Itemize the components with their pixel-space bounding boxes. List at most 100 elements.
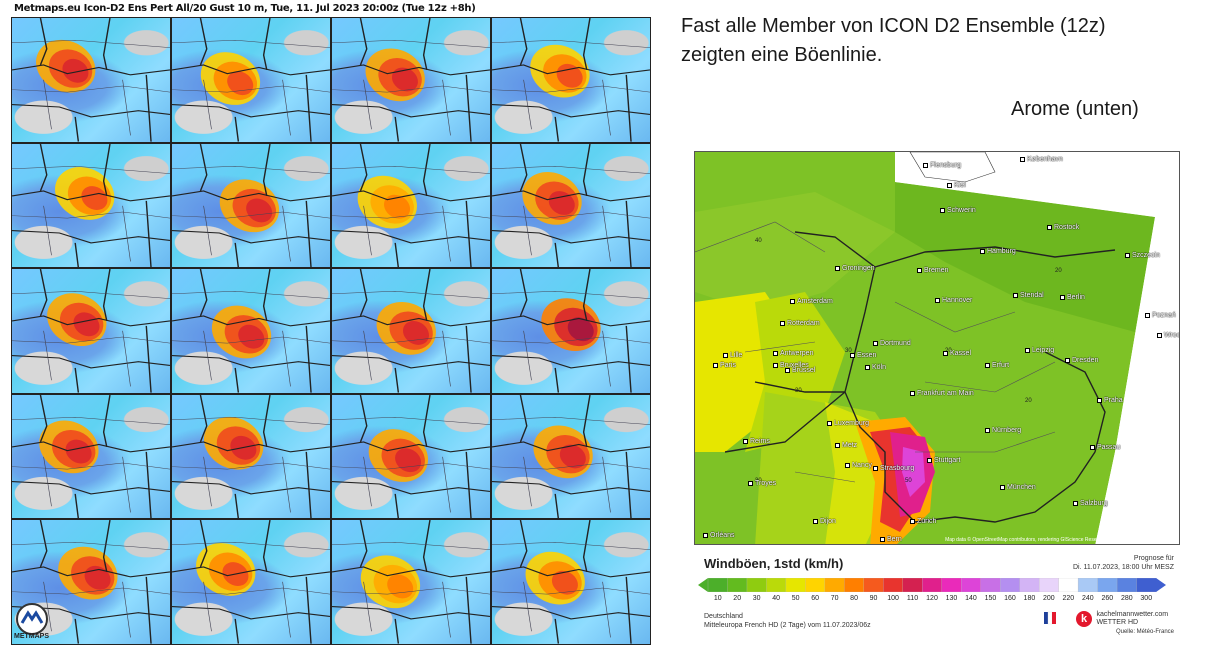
ensemble-member-map bbox=[492, 143, 650, 268]
city-label: Nürnberg bbox=[985, 427, 1021, 434]
color-scale-tick: 40 bbox=[772, 595, 781, 602]
region-name: Deutschland bbox=[704, 613, 743, 620]
contour-label: 20 bbox=[1025, 398, 1032, 404]
ensemble-member-map bbox=[12, 269, 170, 393]
city-label: Orléans bbox=[703, 532, 735, 539]
city-label: Bruxelles bbox=[773, 362, 809, 369]
city-label: Dresden bbox=[1065, 357, 1098, 364]
color-scale-tick: 240 bbox=[1081, 595, 1094, 602]
ensemble-member-map bbox=[12, 394, 170, 519]
city-label: Dijon bbox=[813, 518, 836, 525]
data-source: Quelle: Météo-France bbox=[1115, 629, 1174, 635]
ensemble-member-map bbox=[332, 143, 490, 268]
color-scale-ticks: 10 20 30 40 50 60 70 80 90 100 110 120 130 140 150 160 1… bbox=[694, 595, 1180, 605]
contour-label: 30 bbox=[845, 348, 852, 354]
brand-sub: WETTER HD bbox=[1096, 618, 1139, 626]
ensemble-member-map bbox=[492, 269, 650, 393]
color-scale-tick: 70 bbox=[830, 595, 839, 602]
contour-label: 30 bbox=[795, 388, 802, 394]
color-scale-swatch bbox=[824, 578, 845, 592]
city-label: Hannover bbox=[935, 297, 972, 304]
city-label: Hamburg bbox=[980, 248, 1016, 255]
contour-label: 40 bbox=[755, 238, 762, 244]
color-scale-tick: 280 bbox=[1120, 595, 1133, 602]
color-scale-swatch bbox=[1077, 578, 1099, 592]
legend-region: Deutschland Mitteleuropa French HD (2 Ta… bbox=[704, 612, 871, 630]
legend: Windböen, 1std (km/h) Prognose für Di. 1… bbox=[694, 551, 1180, 651]
color-scale-tick: 80 bbox=[850, 595, 858, 602]
ensemble-title: Metmaps.eu Icon-D2 Ens Pert All/20 Gust … bbox=[14, 3, 476, 14]
color-scale-tick: 260 bbox=[1101, 595, 1114, 602]
color-scale-swatch bbox=[1097, 578, 1118, 592]
metmaps-logo: METMAPS bbox=[14, 603, 52, 643]
city-label: Leipzig bbox=[1025, 347, 1054, 354]
color-scale-swatch bbox=[844, 578, 865, 592]
city-label: Erfurt bbox=[985, 362, 1009, 369]
color-scale-tick: 130 bbox=[945, 595, 958, 602]
ensemble-member-map bbox=[172, 18, 330, 142]
ensemble-grid bbox=[11, 17, 651, 645]
color-scale-swatch bbox=[727, 578, 748, 592]
color-scale-swatch bbox=[746, 578, 767, 592]
kachelmann-name: kachelmannwetter.com WETTER HD bbox=[1096, 611, 1168, 627]
color-scale-swatch bbox=[883, 578, 904, 592]
color-scale-tick: 100 bbox=[887, 595, 899, 602]
city-label: Troyes bbox=[748, 480, 776, 487]
legend-title: Windböen, 1std (km/h) bbox=[704, 556, 844, 571]
city-label: Bern bbox=[880, 536, 902, 543]
color-scale-swatch bbox=[863, 578, 884, 592]
prognose-date: Di. 11.07.2023, 18:00 Uhr MESZ bbox=[1072, 564, 1174, 571]
city-label: Berlin bbox=[1060, 294, 1085, 301]
city-label: Paris bbox=[713, 362, 736, 369]
color-scale-tick: 300 bbox=[1140, 595, 1153, 602]
city-label: Nancy bbox=[845, 462, 872, 469]
ensemble-member-map bbox=[492, 520, 650, 644]
city-label: Lille bbox=[723, 352, 742, 359]
model-run: Mitteleuropa French HD (2 Tage) vom 11.0… bbox=[704, 622, 871, 629]
contour-label: 20 bbox=[1055, 268, 1062, 274]
city-label: Zürich bbox=[910, 518, 936, 525]
color-scale-tick: 180 bbox=[1023, 595, 1036, 602]
city-label: Dortmund bbox=[873, 340, 911, 347]
ensemble-member-map bbox=[492, 394, 650, 519]
ensemble-member-map bbox=[172, 520, 330, 644]
kachelmann-logo: k kachelmannwetter.com WETTER HD bbox=[1076, 610, 1168, 628]
color-scale-swatch bbox=[902, 578, 923, 592]
color-scale-swatch bbox=[980, 578, 1001, 592]
color-scale-tick: 60 bbox=[811, 595, 820, 602]
city-label: Rostock bbox=[1047, 224, 1079, 231]
scale-arrow-left bbox=[698, 578, 708, 592]
ensemble-member-map bbox=[332, 394, 490, 519]
color-scale-tick: 110 bbox=[906, 595, 919, 602]
city-label: København bbox=[1020, 156, 1063, 163]
ensemble-member-map bbox=[172, 143, 330, 268]
color-scale-swatch bbox=[1038, 578, 1060, 592]
city-label: Köln bbox=[865, 364, 886, 371]
color-scale-swatch bbox=[785, 578, 806, 592]
city-label: Schwerin bbox=[940, 207, 976, 214]
ensemble-member-map bbox=[492, 18, 650, 142]
ensemble-member-map bbox=[332, 269, 490, 393]
color-scale-swatch bbox=[766, 578, 787, 592]
city-label: Poznań bbox=[1145, 312, 1176, 319]
city-label: Luxemburg bbox=[827, 420, 869, 427]
city-label: Antwerpen bbox=[773, 350, 813, 357]
ensemble-member-map bbox=[172, 394, 330, 519]
caption-line-1: Fast alle Member von ICON D2 Ensemble (1… bbox=[681, 15, 1106, 37]
color-scale-swatch bbox=[941, 578, 962, 592]
city-label: Salzburg bbox=[1073, 500, 1108, 507]
caption-line-2: zeigten eine Böenlinie. bbox=[681, 44, 883, 66]
ensemble-member-map bbox=[332, 18, 490, 142]
city-label: Passau bbox=[1090, 444, 1120, 451]
city-label: Praha bbox=[1097, 397, 1123, 404]
city-label: Reims bbox=[743, 438, 770, 445]
prognose-label: Prognose für bbox=[1133, 555, 1174, 562]
contour-label: 50 bbox=[905, 478, 912, 484]
city-label: Strasbourg bbox=[873, 465, 914, 472]
city-label: Frankfurt am Main bbox=[910, 390, 974, 397]
ensemble-member-map bbox=[12, 18, 170, 142]
scale-arrow-right bbox=[1156, 578, 1166, 592]
city-label: Amsterdam bbox=[790, 298, 833, 305]
color-scale-tick: 30 bbox=[752, 595, 761, 602]
color-scale-tick: 200 bbox=[1043, 595, 1055, 602]
